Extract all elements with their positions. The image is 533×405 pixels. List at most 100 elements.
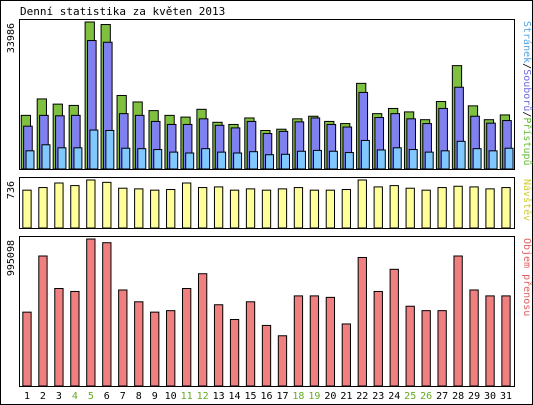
x-tick-label-day-5: 5 xyxy=(88,391,94,402)
bar-visits-návštěv-day-27 xyxy=(437,187,447,229)
bar-visits-návštěv-day-15 xyxy=(245,188,256,229)
bar-visits-návštěv-day-19 xyxy=(309,189,320,229)
bar-hits-stránek-day-3 xyxy=(57,147,67,170)
x-tick-label-day-26: 26 xyxy=(420,391,432,402)
bar-visits-návštěv-day-18 xyxy=(293,187,304,229)
x-tick-label-day-17: 17 xyxy=(276,391,288,402)
bar-visits-návštěv-day-6 xyxy=(102,181,112,229)
y-max-label-transfer: 995098 xyxy=(6,240,17,276)
bar-hits-stránek-day-18 xyxy=(296,150,306,170)
bar-visits-návštěv-day-5 xyxy=(86,179,96,229)
bar-transfer-objem-přenosu-day-5 xyxy=(86,238,96,387)
bar-visits-návštěv-day-9 xyxy=(150,189,160,229)
bar-hits-stránek-day-14 xyxy=(233,152,243,170)
legend-item-hits-4: Přístupů xyxy=(521,117,533,165)
bar-hits-stránek-day-1 xyxy=(25,150,35,170)
bar-transfer-objem-přenosu-day-24 xyxy=(389,268,399,387)
bar-transfer-objem-přenosu-day-16 xyxy=(261,324,272,387)
x-axis-labels: 1 2 3 4 5 6 7 8 9 10 11 12 13 14 15 16 17 18 19 20 21 22 23 24 2… xyxy=(24,391,512,402)
bar-hits-stránek-day-5 xyxy=(89,129,99,170)
bar-hits-stránek-day-20 xyxy=(328,150,338,170)
bar-visits-návštěv-day-2 xyxy=(38,187,48,229)
bar-transfer-objem-přenosu-day-7 xyxy=(118,289,128,387)
bar-transfer-objem-přenosu-day-12 xyxy=(197,273,208,387)
x-tick-label-day-6: 6 xyxy=(104,391,110,402)
chart-title: Denní statistika za květen 2013 xyxy=(20,5,225,18)
bar-transfer-objem-přenosu-day-17 xyxy=(277,335,288,387)
bar-transfer-objem-přenosu-day-1 xyxy=(22,311,32,387)
bar-transfer-objem-přenosu-day-28 xyxy=(453,255,463,387)
x-tick-label-day-7: 7 xyxy=(120,391,126,402)
bar-hits-stránek-day-12 xyxy=(201,148,211,170)
bar-transfer-objem-přenosu-day-11 xyxy=(182,288,192,387)
bar-hits-stránek-day-26 xyxy=(424,151,434,170)
bar-visits-návštěv-day-8 xyxy=(134,188,144,229)
bar-visits-návštěv-day-20 xyxy=(325,189,336,229)
bar-transfer-objem-přenosu-day-19 xyxy=(309,295,320,387)
bar-visits-návštěv-day-25 xyxy=(405,187,415,229)
x-tick-label-day-20: 20 xyxy=(324,391,336,402)
bar-visits-návštěv-day-16 xyxy=(261,189,272,229)
bar-transfer-objem-přenosu-day-4 xyxy=(70,290,80,387)
bar-visits-návštěv-day-24 xyxy=(389,185,399,229)
x-tick-label-day-22: 22 xyxy=(356,391,368,402)
x-tick-label-day-25: 25 xyxy=(404,391,416,402)
legend-item-transfer-0: Objem přenosu xyxy=(521,238,533,316)
bar-hits-stránek-day-23 xyxy=(376,149,386,170)
bar-transfer-objem-přenosu-day-22 xyxy=(357,256,367,387)
x-tick-label-day-28: 28 xyxy=(452,391,464,402)
bar-visits-návštěv-day-13 xyxy=(213,186,224,229)
x-tick-label-day-18: 18 xyxy=(292,391,304,402)
bar-transfer-objem-přenosu-day-27 xyxy=(437,310,447,387)
x-tick-label-day-11: 11 xyxy=(181,391,193,402)
bar-visits-návštěv-day-21 xyxy=(341,189,351,229)
bar-hits-stránek-day-30 xyxy=(488,150,498,170)
bar-visits-návštěv-day-7 xyxy=(118,187,128,229)
bar-hits-stránek-day-11 xyxy=(185,152,195,170)
legend-item-visits-0: Návštěv xyxy=(521,179,533,221)
bar-transfer-objem-přenosu-day-6 xyxy=(102,242,112,387)
bar-visits-návštěv-day-17 xyxy=(277,188,288,229)
x-tick-label-day-10: 10 xyxy=(165,391,177,402)
x-tick-label-day-1: 1 xyxy=(24,391,30,402)
bar-transfer-objem-přenosu-day-29 xyxy=(469,289,479,387)
legend-item-hits-0: Stránek xyxy=(521,21,533,63)
bar-hits-stránek-day-24 xyxy=(392,147,402,170)
x-tick-label-day-31: 31 xyxy=(500,391,512,402)
bar-transfer-objem-přenosu-day-26 xyxy=(421,310,431,387)
bar-visits-návštěv-day-3 xyxy=(54,182,64,229)
bar-transfer-objem-přenosu-day-15 xyxy=(245,301,256,387)
bar-transfer-objem-přenosu-day-10 xyxy=(166,310,176,387)
bar-hits-stránek-day-31 xyxy=(504,147,514,170)
x-tick-label-day-15: 15 xyxy=(245,391,257,402)
bar-visits-návštěv-day-28 xyxy=(453,185,463,229)
bar-visits-návštěv-day-23 xyxy=(373,186,383,229)
bar-transfer-objem-přenosu-day-23 xyxy=(373,290,383,387)
bar-visits-návštěv-day-22 xyxy=(357,179,367,229)
bar-transfer-objem-přenosu-day-14 xyxy=(229,319,240,387)
y-max-label-visits: 736 xyxy=(6,181,17,199)
bar-transfer-objem-přenosu-day-20 xyxy=(325,296,336,387)
bar-visits-návštěv-day-30 xyxy=(485,188,495,229)
bar-visits-návštěv-day-11 xyxy=(182,182,192,229)
bar-visits-návštěv-day-14 xyxy=(229,189,240,229)
legend-item-hits-3: / xyxy=(521,111,532,117)
bar-hits-stránek-day-2 xyxy=(41,144,51,170)
bar-hits-stránek-day-6 xyxy=(105,130,115,170)
bar-hits-stránek-day-29 xyxy=(472,148,482,170)
legend-item-hits-2: Souborů xyxy=(521,69,533,111)
x-tick-label-day-8: 8 xyxy=(136,391,142,402)
bar-transfer-objem-přenosu-day-3 xyxy=(54,288,64,387)
x-tick-label-day-2: 2 xyxy=(40,391,46,402)
bar-transfer-objem-přenosu-day-13 xyxy=(213,304,224,387)
y-max-label-hits: 33986 xyxy=(6,23,17,53)
panel-visits: 736 Návštěv xyxy=(6,177,533,229)
panel-transfer: 995098 Objem přenosu xyxy=(6,236,533,387)
legend-visits: Návštěv xyxy=(521,179,533,221)
x-tick-label-day-30: 30 xyxy=(484,391,496,402)
bar-hits-stránek-day-13 xyxy=(217,151,227,170)
bar-hits-stránek-day-28 xyxy=(456,140,466,170)
bar-hits-stránek-day-17 xyxy=(281,153,290,170)
bar-hits-stránek-day-16 xyxy=(265,154,275,170)
